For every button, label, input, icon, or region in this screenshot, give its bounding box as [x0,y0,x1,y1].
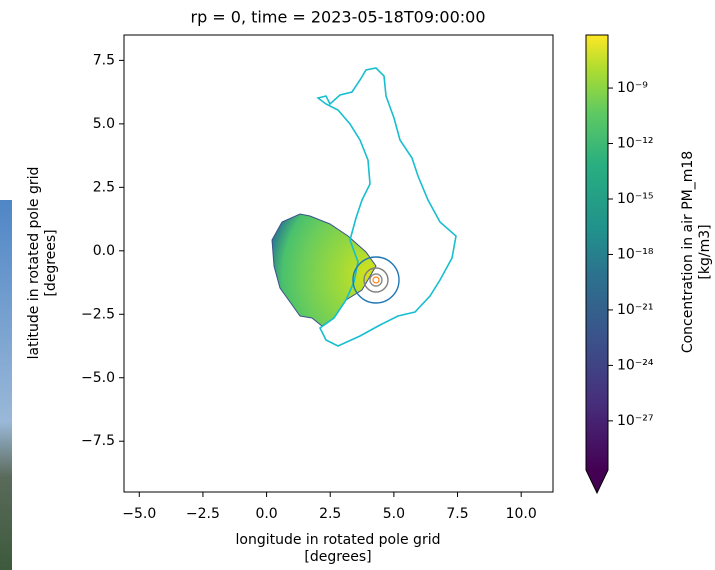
label-line: latitude in rotated pole grid [26,167,42,360]
source-ring [363,267,389,293]
source-ring [352,256,400,304]
label-line: longitude in rotated pole grid [236,532,441,548]
x-tick-label: 2.5 [319,506,341,522]
label-line: Concentration in air PM_m18 [680,151,696,353]
y-tick-label: 5.0 [93,116,115,132]
colorbar-tick-label: 10⁻²¹ [617,302,653,318]
x-tick-label: 5.0 [383,506,405,522]
label-line: [degrees] [304,549,371,565]
colorbar-frame [585,34,609,495]
source-ring [369,273,383,287]
colorbar [586,35,608,470]
coastline [316,67,457,347]
y-axis-label: latitude in rotated pole grid[degrees] [26,167,59,360]
y-tick-label: 7.5 [93,52,115,68]
label-line: [kg/m3] [697,224,713,279]
x-axis-label: longitude in rotated pole grid [degrees] [236,532,441,565]
y-tick-label: −5.0 [81,370,115,386]
label-line: [degrees] [43,229,59,296]
colorbar-tick-label: 10⁻²⁴ [617,357,654,373]
y-tick-label: −7.5 [81,433,115,449]
y-tick-label: −2.5 [81,306,115,322]
map-area [271,67,457,347]
colorbar-tick-label: 10⁻¹⁵ [617,191,653,207]
chart-title: rp = 0, time = 2023-05-18T09:00:00 [190,8,485,27]
colorbar-label: Concentration in air PM_m18[kg/m3] [680,151,713,353]
source-ring [372,276,380,284]
x-tick-label: 0.0 [255,506,277,522]
colorbar-tick-label: 10⁻¹⁸ [617,246,654,262]
x-tick-label: 10.0 [506,506,537,522]
x-tick-label: −5.0 [122,506,156,522]
colorbar-extend [586,470,608,493]
colorbar-tick-label: 10⁻⁹ [617,80,648,96]
concentration-plume [271,213,377,327]
x-tick-label: 7.5 [446,506,468,522]
axes-frame [123,34,554,493]
x-tick-label: −2.5 [186,506,220,522]
y-tick-label: 2.5 [93,179,115,195]
colorbar-tick-label: 10⁻²⁷ [617,413,653,429]
background-image [0,200,12,570]
colorbar-tick-label: 10⁻¹² [617,136,653,152]
y-tick-label: 0.0 [93,243,115,259]
